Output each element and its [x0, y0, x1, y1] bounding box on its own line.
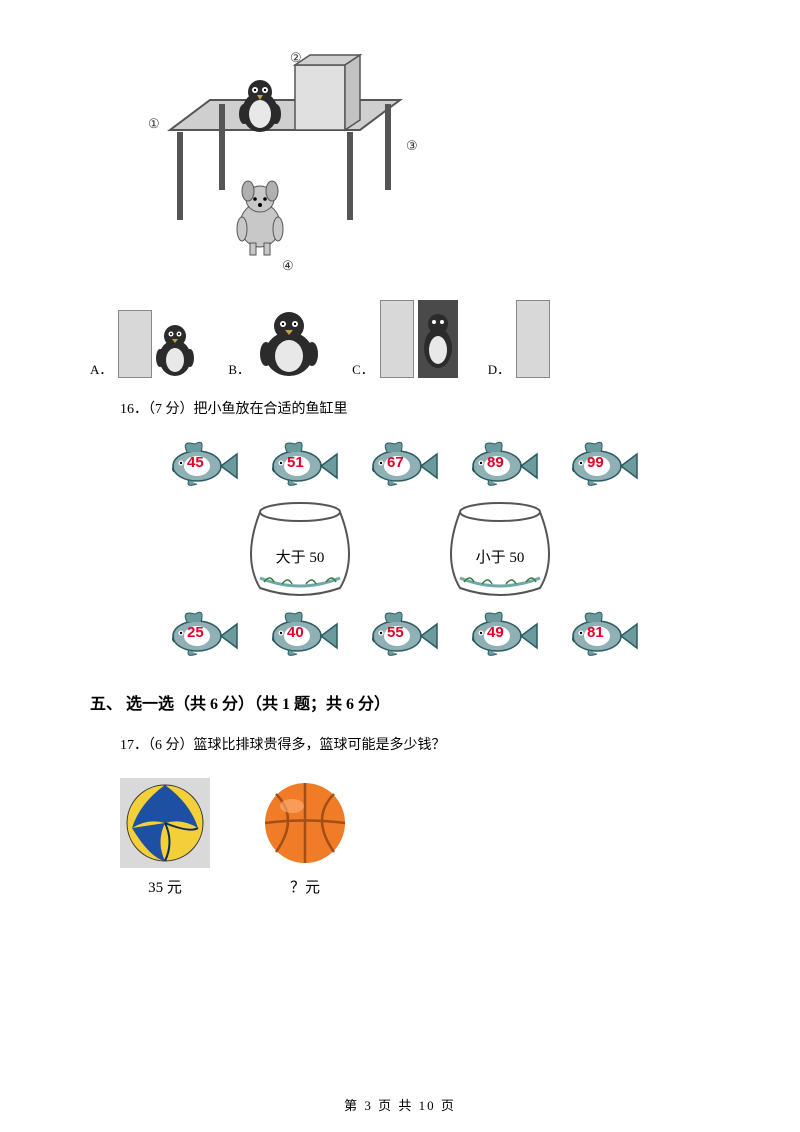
fish-item[interactable]: 81 — [561, 606, 639, 660]
figure-table-scene: ① ② ③ ④ — [130, 40, 430, 280]
option-b-label: B． — [228, 359, 250, 378]
basketball-svg — [260, 778, 350, 868]
fish-number: 67 — [387, 454, 404, 471]
fish-item[interactable]: 40 — [261, 606, 339, 660]
option-d[interactable]: D． — [488, 300, 550, 378]
option-c-rect — [380, 300, 414, 378]
volleyball-label: 35 元 — [120, 876, 210, 897]
option-c[interactable]: C． — [352, 300, 458, 378]
option-d-shape — [516, 300, 550, 378]
fish-item[interactable]: 25 — [161, 606, 239, 660]
option-a[interactable]: A． — [90, 310, 198, 378]
fish-item[interactable]: 67 — [361, 436, 439, 490]
fish-item[interactable]: 45 — [161, 436, 239, 490]
fish-number: 89 — [487, 454, 504, 471]
options-row: A． B． C． — [90, 300, 710, 378]
fish-item[interactable]: 51 — [261, 436, 339, 490]
bowl-right-label: 小于 50 — [430, 546, 570, 567]
volleyball-item: 35 元 — [120, 778, 210, 897]
fish-row-top: 45 51 67 89 99 — [150, 436, 650, 490]
option-b-penguin — [256, 308, 322, 378]
label-1: ① — [148, 116, 160, 132]
basketball-label: ？元 — [260, 876, 350, 897]
section-5-heading: 五、 选一选（共 6 分）（共 1 题；共 6 分） — [90, 690, 710, 714]
fish-number: 81 — [587, 624, 604, 641]
fish-number: 49 — [487, 624, 504, 641]
page-footer: 第 3 页 共 10 页 — [0, 1095, 800, 1114]
option-c-label: C． — [352, 359, 374, 378]
fish-item[interactable]: 99 — [561, 436, 639, 490]
balls-row: 35 元 ？元 — [120, 778, 710, 897]
option-a-label: A． — [90, 359, 112, 378]
option-d-label: D． — [488, 359, 510, 378]
label-2: ② — [290, 50, 302, 66]
bowl-less-50[interactable]: 小于 50 — [430, 498, 570, 598]
fish-row-bottom: 25 40 55 49 81 — [150, 606, 650, 660]
fish-number: 25 — [187, 624, 204, 641]
question-17-text: 17．（6 分）篮球比排球贵得多，篮球可能是多少钱？ — [120, 734, 710, 754]
option-c-penguin-rect — [418, 300, 458, 378]
scene-svg — [130, 40, 430, 280]
bowl-row: 大于 50 小于 50 — [150, 498, 650, 598]
fish-number: 45 — [187, 454, 204, 471]
question-16-text: 16．（7 分）把小鱼放在合适的鱼缸里 — [120, 398, 710, 418]
bowl-greater-50[interactable]: 大于 50 — [230, 498, 370, 598]
bowl-left-label: 大于 50 — [230, 546, 370, 567]
option-a-penguin — [152, 320, 198, 378]
option-a-shape — [118, 310, 152, 378]
fish-number: 99 — [587, 454, 604, 471]
fish-item[interactable]: 49 — [461, 606, 539, 660]
label-4: ④ — [282, 258, 294, 274]
fish-number: 51 — [287, 454, 304, 471]
fish-number: 40 — [287, 624, 304, 641]
fish-number: 55 — [387, 624, 404, 641]
label-3: ③ — [406, 138, 418, 154]
fish-item[interactable]: 55 — [361, 606, 439, 660]
basketball-item: ？元 — [260, 778, 350, 897]
volleyball-svg — [120, 778, 210, 868]
option-b[interactable]: B． — [228, 308, 322, 378]
fish-item[interactable]: 89 — [461, 436, 539, 490]
fish-area: 45 51 67 89 99 — [150, 436, 650, 660]
